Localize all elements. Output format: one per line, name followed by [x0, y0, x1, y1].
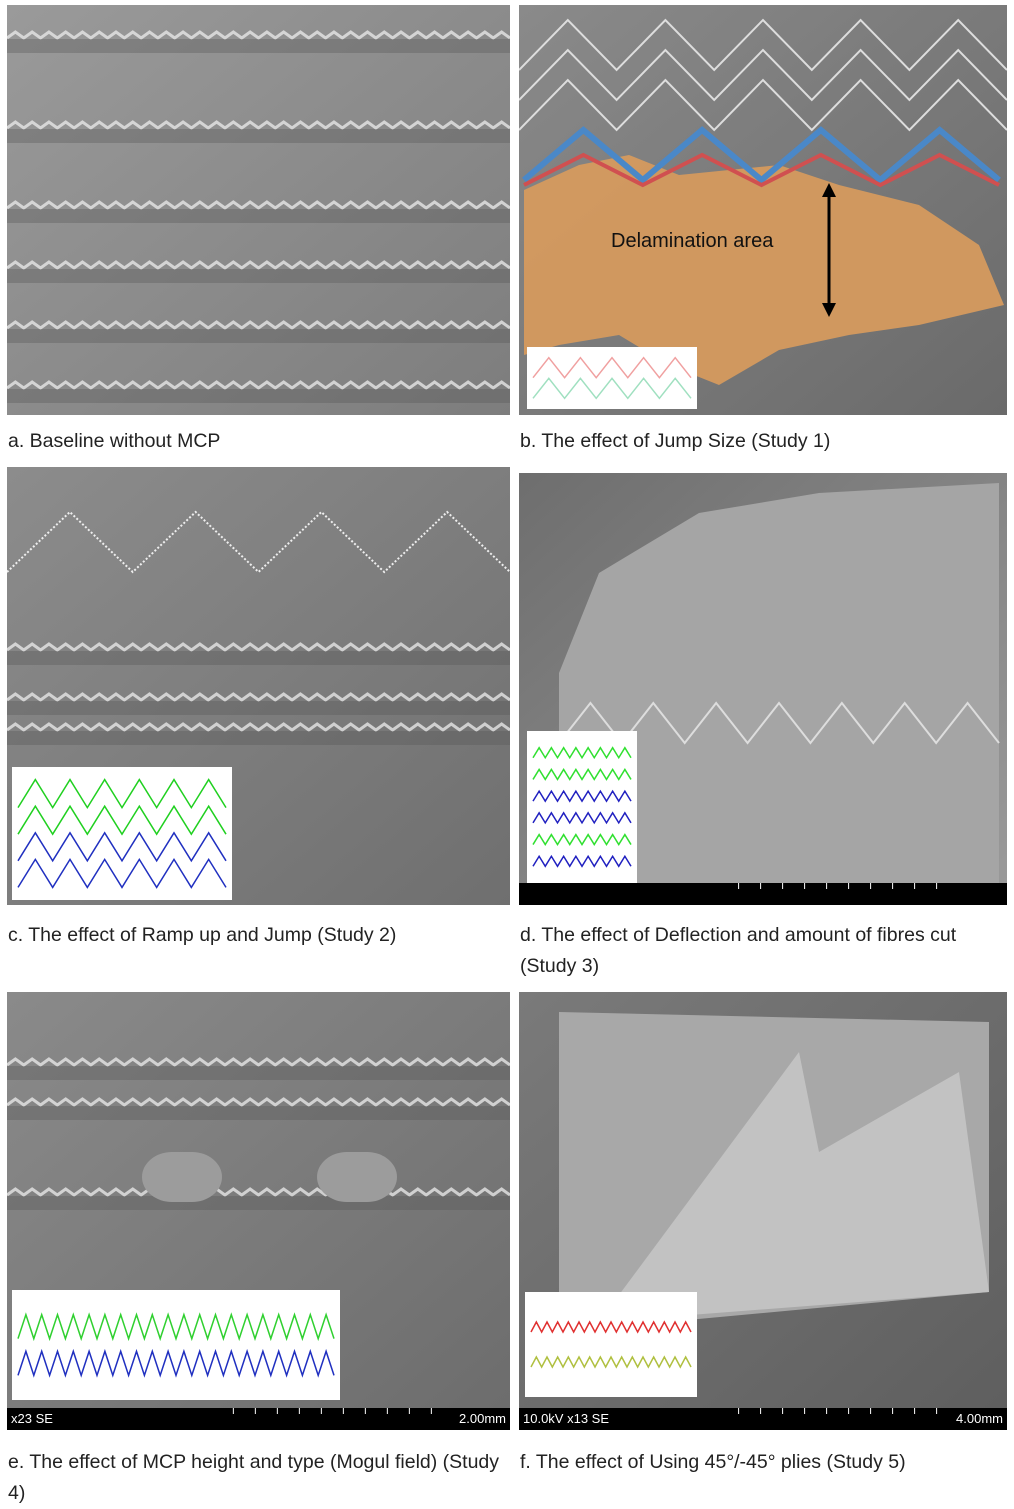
scale-length: 4.00mm — [956, 1411, 1003, 1426]
caption: a. Baseline without MCP — [8, 426, 508, 457]
panel-a-image — [7, 5, 510, 415]
scale-length: 2.00mm — [459, 1411, 506, 1426]
panel-d-image — [519, 473, 1007, 905]
ply-shadow — [7, 329, 510, 343]
inset — [12, 1290, 340, 1400]
ply-shadow — [7, 129, 510, 143]
panel-f-image: 10.0kV x13 SE 4.00mm — [519, 992, 1007, 1430]
ply-shadow — [7, 39, 510, 53]
annotation: Delamination area — [611, 230, 773, 253]
figure: {"panels": [ {"caption": "a. Baseline wi… — [0, 0, 1014, 1508]
ply-shadow — [7, 701, 510, 715]
scale-bar — [7, 1408, 510, 1430]
mogul — [142, 1152, 222, 1202]
scale-info: 10.0kV x13 SE — [523, 1411, 609, 1426]
ply-shadow — [7, 1106, 510, 1120]
caption: f. The effect of Using 45°/-45° plies (S… — [520, 1447, 1010, 1478]
scale-bar — [519, 883, 1007, 905]
caption: c. The effect of Ramp up and Jump (Study… — [8, 920, 508, 951]
mogul — [317, 1152, 397, 1202]
caption: d. The effect of Deflection and amount o… — [520, 920, 975, 982]
ply-shadow — [7, 269, 510, 283]
ply-shadow — [7, 731, 510, 745]
panel-e-image: x23 SE 2.00mm — [7, 992, 510, 1430]
ply-shadow — [7, 1196, 510, 1210]
ply-shadow — [7, 389, 510, 403]
panel-b-image: Delamination area — [519, 5, 1007, 415]
ply-shadow — [7, 651, 510, 665]
panel-c-image — [7, 467, 510, 905]
scale-info: x23 SE — [11, 1411, 53, 1426]
inset — [525, 1292, 697, 1397]
ply-shadow — [7, 209, 510, 223]
ply-shadow — [7, 1066, 510, 1080]
caption: e. The effect of MCP height and type (Mo… — [8, 1447, 503, 1509]
caption: b. The effect of Jump Size (Study 1) — [520, 426, 1010, 457]
